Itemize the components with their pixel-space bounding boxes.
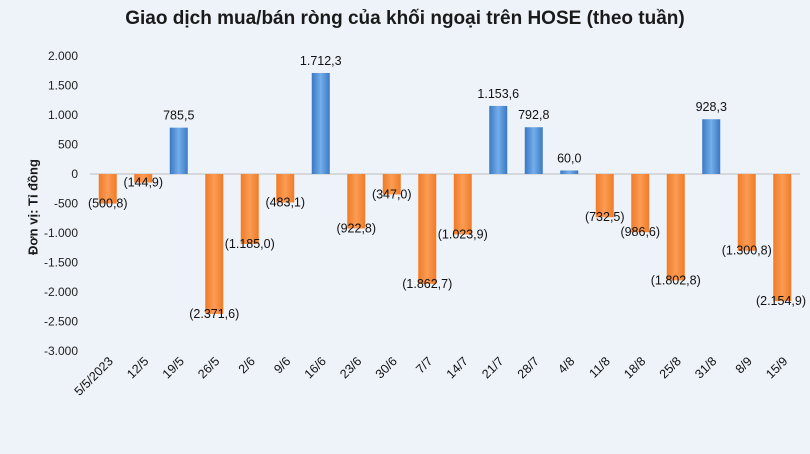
data-label: 928,3 (696, 100, 727, 114)
y-tick-label: 0 (71, 167, 78, 181)
negative-bar (276, 174, 295, 203)
data-label: 792,8 (518, 108, 549, 122)
data-label: 785,5 (163, 109, 194, 123)
x-tick-label: 7/7 (413, 354, 435, 376)
y-tick-label: -3.000 (44, 344, 78, 358)
negative-bar (240, 174, 259, 244)
data-label: (483,1) (265, 196, 305, 210)
x-tick-label: 12/5 (124, 354, 151, 381)
y-tick-label: 2.000 (48, 49, 78, 63)
x-tick-label: 30/6 (373, 354, 400, 381)
negative-bar (631, 174, 650, 233)
negative-bar (453, 174, 472, 235)
y-tick-label: 1.500 (48, 79, 78, 93)
y-tick-label: 1.000 (48, 108, 78, 122)
x-tick-label: 5/5/2023 (72, 354, 116, 398)
data-label: (1.023,9) (438, 227, 488, 241)
y-tick-label: -2.500 (44, 315, 78, 329)
x-tick-label: 15/9 (763, 354, 790, 381)
positive-bar (489, 105, 508, 174)
positive-bar (524, 127, 543, 174)
data-label: 1.153,6 (477, 87, 519, 101)
x-tick-label: 25/8 (657, 354, 684, 381)
negative-bar (134, 174, 153, 183)
negative-bar (382, 174, 401, 195)
x-tick-label: 2/6 (236, 354, 258, 376)
x-tick-label: 19/5 (160, 354, 187, 381)
positive-bar (560, 170, 579, 174)
data-label: (732,5) (585, 210, 625, 224)
positive-bar (702, 119, 721, 174)
x-tick-label: 28/7 (515, 354, 542, 381)
y-tick-label: -1.500 (44, 256, 78, 270)
x-tick-label: 21/7 (479, 354, 506, 381)
positive-bar (311, 72, 330, 174)
x-tick-label: 26/5 (195, 354, 222, 381)
data-label: (500,8) (88, 197, 128, 211)
x-tick-label: 4/8 (555, 354, 577, 376)
data-label: (986,6) (620, 225, 660, 239)
x-tick-label: 11/8 (586, 354, 612, 380)
negative-bar (666, 174, 685, 281)
data-label: 60,0 (557, 151, 581, 165)
y-tick-label: 500 (58, 138, 78, 152)
x-tick-label: 23/6 (337, 354, 364, 381)
data-label: (1.862,7) (402, 277, 452, 291)
data-label: (1.300,8) (722, 244, 772, 258)
y-tick-label: -500 (54, 197, 78, 211)
y-tick-label: -1.000 (44, 226, 78, 240)
x-tick-label: 8/9 (733, 354, 755, 376)
chart-title: Giao dịch mua/bán ròng của khối ngoại tr… (125, 8, 685, 29)
negative-bar (347, 174, 366, 229)
negative-bar (773, 174, 792, 302)
data-label: 1.712,3 (300, 54, 342, 68)
data-label: (2.371,6) (189, 307, 239, 321)
x-tick-label: 18/8 (621, 354, 648, 381)
x-tick-label: 16/6 (302, 354, 329, 381)
data-label: (2.154,9) (756, 294, 806, 308)
data-label: (144,9) (123, 176, 163, 190)
x-tick-label: 9/6 (271, 354, 293, 376)
negative-bar (98, 174, 117, 204)
data-label: (347,0) (372, 187, 412, 201)
negative-bar (595, 174, 614, 218)
x-tick-label: 31/8 (692, 354, 719, 381)
data-label: (1.802,8) (651, 273, 701, 287)
x-tick-label: 14/7 (444, 354, 471, 381)
negative-bar (737, 174, 756, 251)
data-label: (1.185,0) (225, 237, 275, 251)
positive-bar (169, 127, 188, 174)
y-tick-label: -2.000 (44, 285, 78, 299)
data-label: (922,8) (336, 221, 376, 235)
negative-bar (418, 174, 437, 284)
negative-bar (205, 174, 224, 314)
